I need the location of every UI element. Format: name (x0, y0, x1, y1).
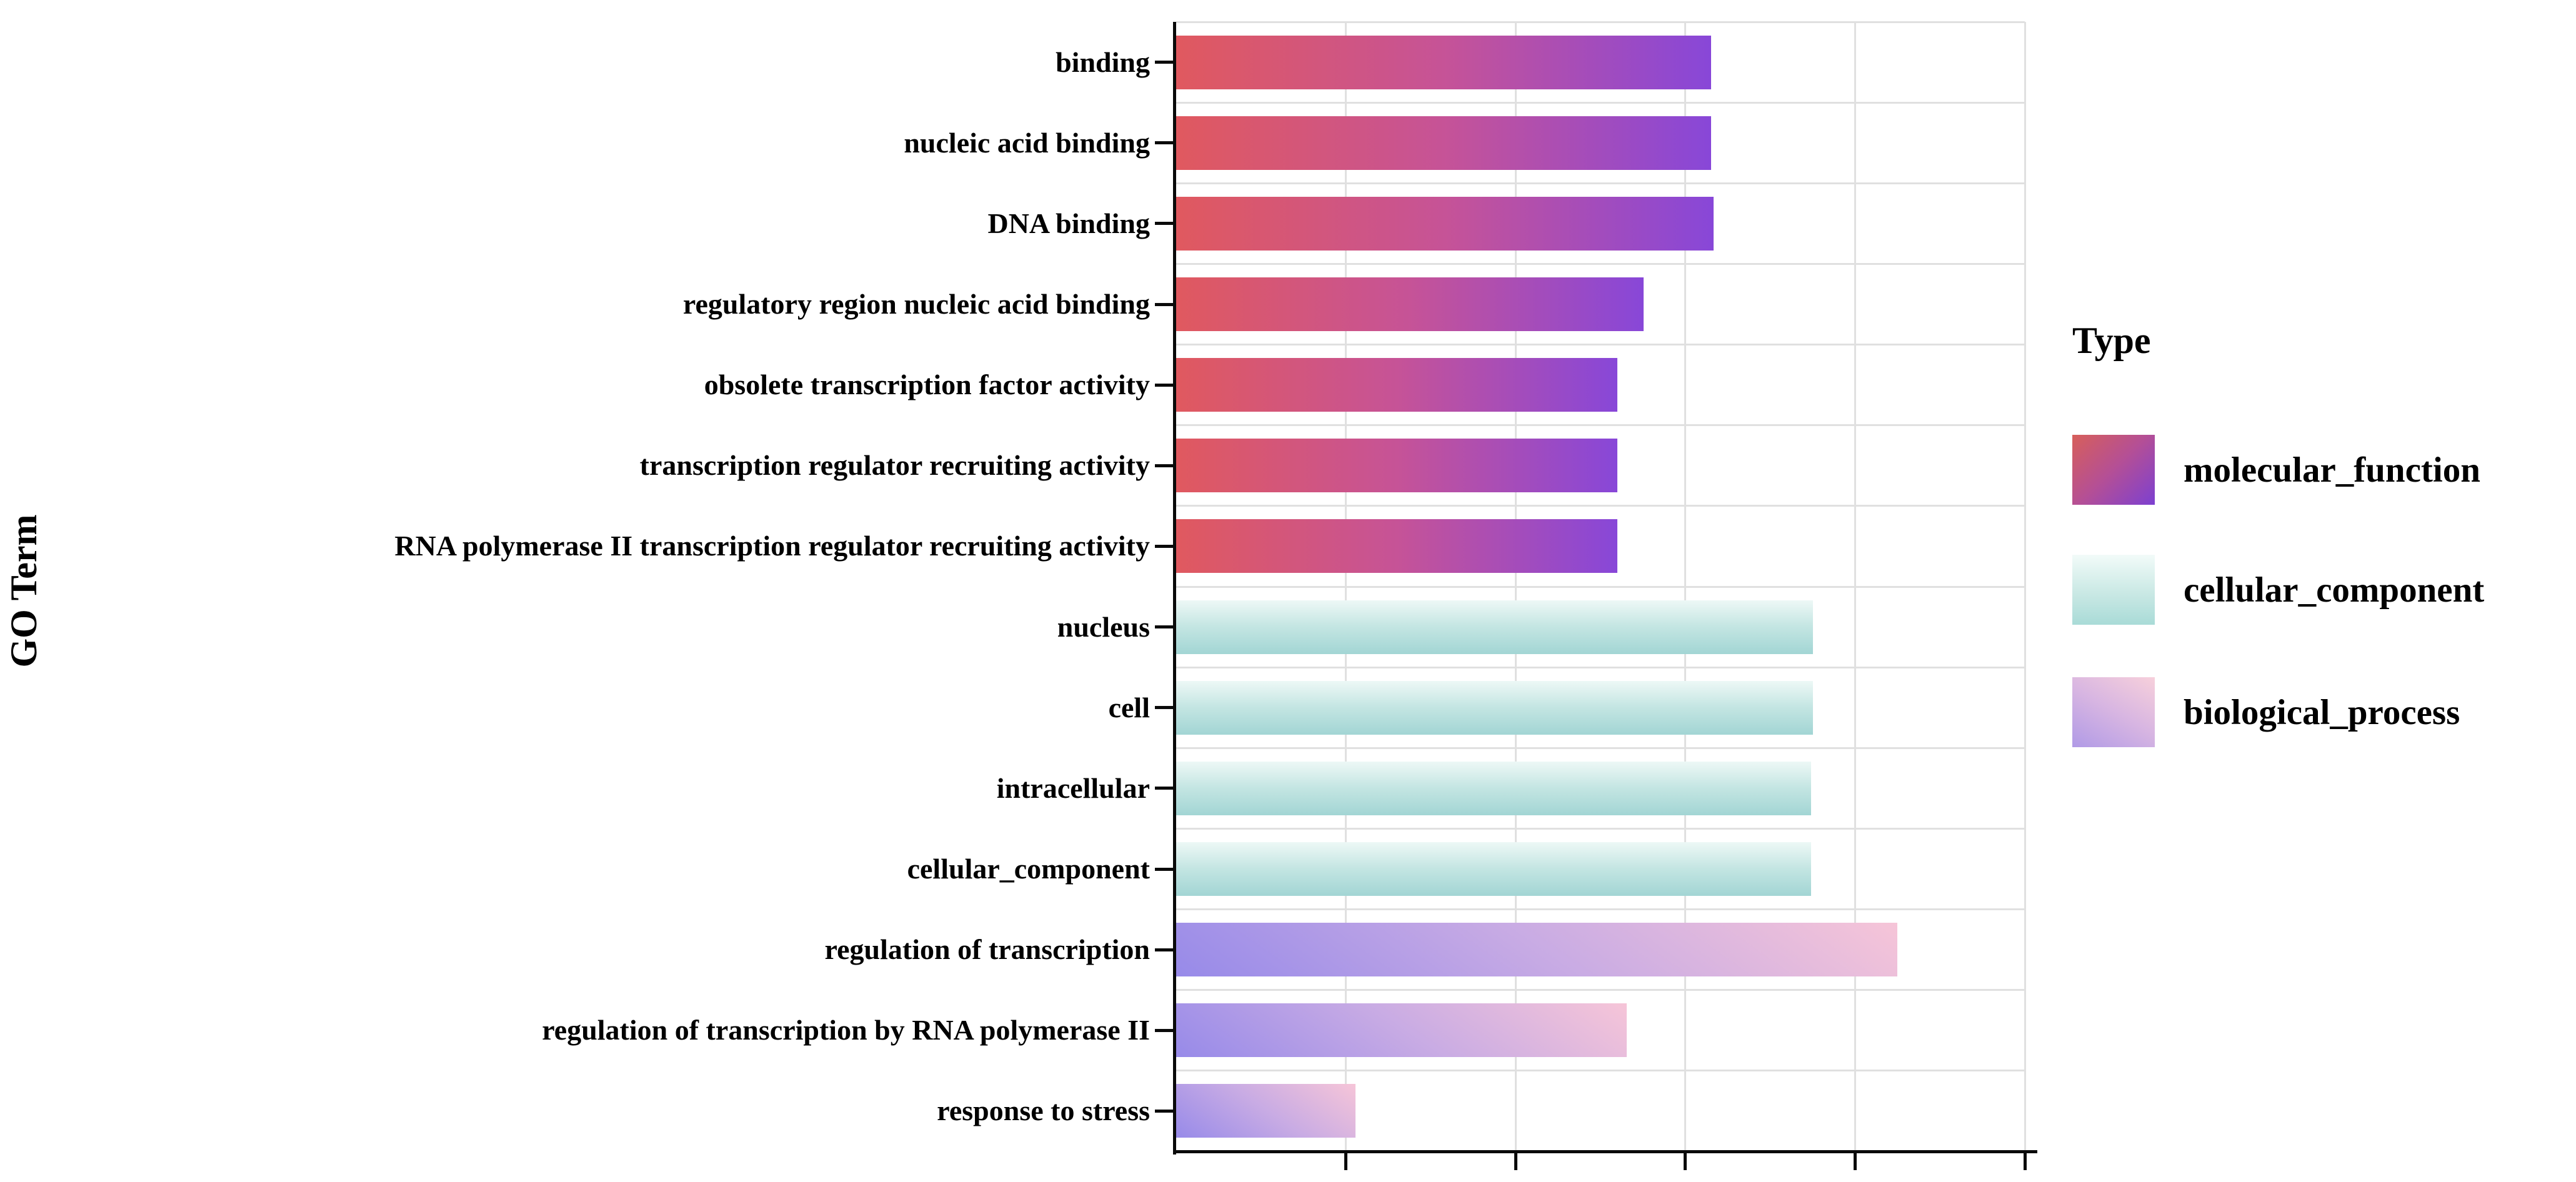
bar-molecular_function (1176, 519, 1618, 574)
bar-molecular_function (1176, 196, 1714, 251)
legend-label: biological_process (2184, 692, 2460, 732)
horizontal-gridline (1176, 747, 2025, 749)
y-axis-tick (1155, 383, 1174, 387)
horizontal-gridline (1176, 424, 2025, 427)
legend-swatch-biological_process (2072, 677, 2155, 747)
legend-swatch-molecular_function (2072, 435, 2155, 505)
bar-cellular_component (1176, 842, 1811, 896)
bar-molecular_function (1176, 358, 1618, 412)
y-axis-tick (1155, 464, 1174, 467)
horizontal-gridline (1176, 827, 2025, 830)
x-axis-tick (2023, 1151, 2027, 1170)
y-axis-tick (1155, 625, 1174, 629)
y-axis-tick (1155, 544, 1174, 548)
category-label: cellular_component (907, 853, 1150, 885)
category-label: binding (1056, 46, 1150, 78)
legend-item-cellular_component: cellular_component (2072, 555, 2484, 625)
y-axis-tick (1155, 948, 1174, 951)
x-axis-tick (1684, 1151, 1687, 1170)
horizontal-gridline (1176, 989, 2025, 991)
y-axis-tick (1155, 867, 1174, 871)
legend-label: cellular_component (2184, 570, 2485, 610)
horizontal-gridline (1176, 182, 2025, 184)
y-axis-tick (1155, 1028, 1174, 1032)
bar-biological_process (1176, 1084, 1355, 1138)
x-axis-tick (1514, 1151, 1517, 1170)
horizontal-gridline (1176, 101, 2025, 104)
legend-swatch-cellular_component (2072, 555, 2155, 625)
bar-molecular_function (1176, 277, 1644, 331)
legend-item-molecular_function: molecular_function (2072, 435, 2480, 505)
y-axis-tick (1155, 706, 1174, 710)
horizontal-gridline (1176, 666, 2025, 668)
bar-cellular_component (1176, 680, 1813, 735)
bar-cellular_component (1176, 600, 1813, 654)
vertical-gridline (1684, 22, 1687, 1151)
x-axis-line (1173, 1150, 2037, 1153)
horizontal-gridline (1176, 344, 2025, 346)
bar-cellular_component (1176, 761, 1811, 815)
vertical-gridline (1345, 22, 1347, 1151)
legend-label: molecular_function (2184, 450, 2480, 490)
legend: Type molecular_function cellular_componen… (2072, 315, 2576, 815)
horizontal-gridline (1176, 1070, 2025, 1072)
x-axis-tick (1853, 1151, 1857, 1170)
category-label: response to stress (937, 1095, 1150, 1127)
y-axis-tick (1155, 141, 1174, 145)
category-label: regulatory region nucleic acid binding (682, 288, 1150, 320)
legend-title: Type (2072, 320, 2151, 361)
horizontal-gridline (1176, 262, 2025, 265)
y-axis-line (1173, 22, 1176, 1155)
horizontal-gridline (1176, 908, 2025, 911)
bar-molecular_function (1176, 116, 1711, 170)
y-axis-tick (1155, 222, 1174, 226)
category-label: regulation of transcription by RNA polym… (542, 1014, 1150, 1046)
vertical-gridline (2024, 22, 2026, 1151)
category-label: obsolete transcription factor activity (704, 369, 1150, 401)
category-label: transcription regulator recruiting activ… (639, 449, 1150, 482)
bar-molecular_function (1176, 35, 1711, 89)
category-label: intracellular (996, 772, 1150, 804)
horizontal-gridline (1176, 585, 2025, 588)
y-axis-tick (1155, 61, 1174, 64)
x-axis-tick (1344, 1151, 1348, 1170)
bar-biological_process (1176, 1003, 1627, 1058)
bar-molecular_function (1176, 439, 1618, 493)
horizontal-gridline (1176, 505, 2025, 507)
category-label: DNA binding (987, 207, 1150, 239)
vertical-gridline (1514, 22, 1517, 1151)
legend-item-biological_process: biological_process (2072, 677, 2460, 747)
vertical-gridline (1854, 22, 1856, 1151)
y-axis-tick (1155, 787, 1174, 790)
category-label: cell (1108, 691, 1150, 723)
category-label: nucleic acid binding (904, 126, 1150, 159)
category-label: regulation of transcription (824, 933, 1150, 966)
horizontal-gridline (1176, 21, 2025, 23)
bar-biological_process (1176, 923, 1898, 977)
category-label: RNA polymerase II transcription regulato… (394, 530, 1150, 562)
category-label: nucleus (1057, 610, 1150, 643)
y-axis-tick (1155, 302, 1174, 306)
y-axis-tick (1155, 1109, 1174, 1113)
